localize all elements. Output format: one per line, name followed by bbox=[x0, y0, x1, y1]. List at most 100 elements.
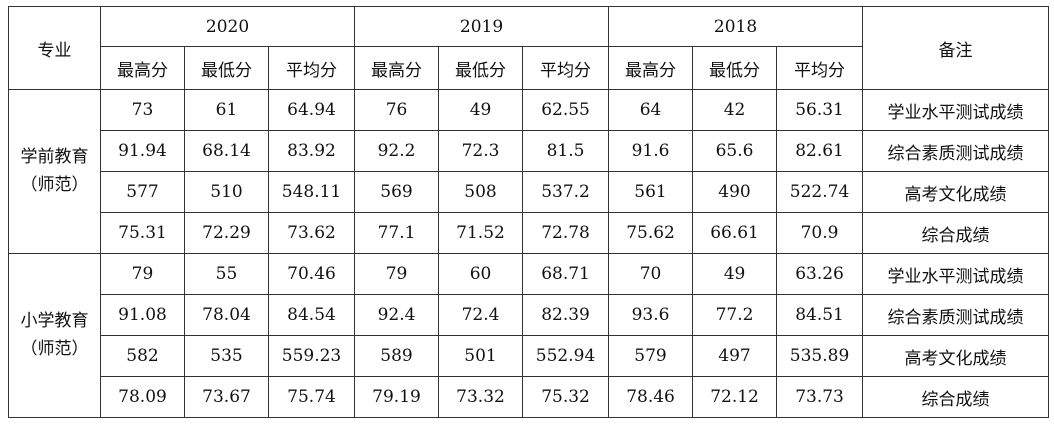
score-cell: 490 bbox=[692, 171, 778, 213]
table-row: 75.31 72.29 73.62 77.1 71.52 72.78 75.62 66.61 7… bbox=[9, 212, 1050, 254]
score-cell: 56.31 bbox=[776, 89, 864, 131]
note-cell: 学业水平测试成绩 bbox=[862, 253, 1050, 295]
score-cell: 63.26 bbox=[776, 253, 864, 295]
table-row: 学前教育 （师范） 73 61 64.94 76 49 62.55 64 42 56.31 学业水平测… bbox=[8, 89, 1050, 254]
score-cell: 49 bbox=[692, 253, 778, 295]
header-major: 专业 bbox=[8, 6, 101, 90]
score-cell: 62.55 bbox=[522, 89, 610, 131]
score-cell: 73.32 bbox=[438, 376, 524, 418]
score-cell: 61 bbox=[184, 89, 269, 131]
score-cell: 72.29 bbox=[184, 212, 269, 254]
score-cell: 577 bbox=[100, 171, 185, 213]
note-cell: 综合素质测试成绩 bbox=[862, 130, 1050, 172]
score-cell: 535 bbox=[184, 335, 269, 377]
score-cell: 73.73 bbox=[776, 376, 864, 418]
score-cell: 75.32 bbox=[522, 376, 610, 418]
score-cell: 64.94 bbox=[267, 89, 356, 131]
score-cell: 508 bbox=[438, 171, 524, 213]
score-cell: 68.71 bbox=[522, 253, 610, 295]
score-cell: 70.46 bbox=[267, 253, 356, 295]
score-cell: 72.4 bbox=[438, 294, 524, 336]
major-type: （师范） bbox=[20, 174, 89, 195]
note-cell: 学业水平测试成绩 bbox=[862, 89, 1050, 131]
table-row: 78.09 73.67 75.74 79.19 73.32 75.32 78.46 72.12… bbox=[9, 376, 1050, 418]
header-row-subcols: 最高分 最低分 平均分 最高分 最低分 平均分 最高分 最低分 平均分 bbox=[9, 46, 1049, 90]
score-cell: 79.19 bbox=[354, 376, 440, 418]
note-cell: 高考文化成绩 bbox=[862, 335, 1050, 377]
note-cell: 高考文化成绩 bbox=[862, 171, 1050, 213]
score-cell: 60 bbox=[438, 253, 524, 295]
header-note: 备注 bbox=[862, 6, 1050, 90]
score-cell: 64 bbox=[608, 89, 694, 131]
score-cell: 78.09 bbox=[100, 376, 185, 418]
table-row: 91.94 68.14 83.92 92.2 72.3 81.5 91.6 65.6 82.61… bbox=[9, 130, 1050, 172]
score-cell: 83.92 bbox=[267, 130, 356, 172]
score-cell: 75.74 bbox=[267, 376, 356, 418]
score-cell: 92.4 bbox=[354, 294, 440, 336]
score-cell: 76 bbox=[354, 89, 440, 131]
score-cell: 82.39 bbox=[522, 294, 610, 336]
score-cell: 589 bbox=[354, 335, 440, 377]
score-cell: 72.12 bbox=[692, 376, 778, 418]
score-cell: 79 bbox=[100, 253, 185, 295]
score-cell: 535.89 bbox=[776, 335, 864, 377]
header-row-years: 专业 2020 2019 2018 备注 bbox=[8, 6, 1050, 90]
note-cell: 综合素质测试成绩 bbox=[862, 294, 1050, 336]
score-cell: 70.9 bbox=[776, 212, 864, 254]
table-row: 582 535 559.23 589 501 552.94 579 497 535.89 高考文化… bbox=[9, 335, 1050, 377]
score-cell: 569 bbox=[354, 171, 440, 213]
header-year-2018: 2018 bbox=[608, 6, 864, 47]
score-cell: 42 bbox=[692, 89, 778, 131]
score-cell: 497 bbox=[692, 335, 778, 377]
score-cell: 537.2 bbox=[522, 171, 610, 213]
score-cell: 73.62 bbox=[267, 212, 356, 254]
score-cell: 73 bbox=[100, 89, 185, 131]
score-cell: 510 bbox=[184, 171, 269, 213]
score-cell: 93.6 bbox=[608, 294, 694, 336]
header-min-2020: 最低分 bbox=[184, 46, 269, 90]
score-cell: 91.94 bbox=[100, 130, 185, 172]
score-cell: 77.2 bbox=[692, 294, 778, 336]
score-cell: 49 bbox=[438, 89, 524, 131]
note-cell: 综合成绩 bbox=[862, 376, 1050, 418]
score-cell: 561 bbox=[608, 171, 694, 213]
score-cell: 84.54 bbox=[267, 294, 356, 336]
score-cell: 84.51 bbox=[776, 294, 864, 336]
score-cell: 579 bbox=[608, 335, 694, 377]
header-year-2020: 2020 bbox=[99, 6, 356, 47]
score-table: 专业 2020 2019 2018 备注 最高分 最低分 平均分 最高分 最低分… bbox=[8, 6, 1050, 418]
score-cell: 78.04 bbox=[184, 294, 269, 336]
score-cell: 65.6 bbox=[692, 130, 778, 172]
score-cell: 72.78 bbox=[522, 212, 610, 254]
table-row: 91.08 78.04 84.54 92.4 72.4 82.39 93.6 77.2 84.5… bbox=[9, 294, 1050, 336]
score-cell: 522.74 bbox=[776, 171, 864, 213]
header-max-2018: 最高分 bbox=[608, 46, 694, 90]
score-cell: 559.23 bbox=[267, 335, 356, 377]
score-cell: 92.2 bbox=[354, 130, 440, 172]
score-cell: 79 bbox=[354, 253, 440, 295]
header-avg-2018: 平均分 bbox=[776, 46, 864, 90]
score-cell: 81.5 bbox=[522, 130, 610, 172]
header-avg-2019: 平均分 bbox=[522, 46, 610, 90]
header-min-2019: 最低分 bbox=[438, 46, 524, 90]
score-cell: 66.61 bbox=[692, 212, 778, 254]
score-cell: 548.11 bbox=[267, 171, 356, 213]
score-cell: 91.6 bbox=[608, 130, 694, 172]
major-cell: 小学教育 （师范） bbox=[8, 253, 101, 418]
header-year-2019: 2019 bbox=[354, 6, 610, 47]
score-cell: 73.67 bbox=[184, 376, 269, 418]
score-cell: 70 bbox=[608, 253, 694, 295]
table-row: 577 510 548.11 569 508 537.2 561 490 522.74 高考文化成… bbox=[9, 171, 1050, 213]
major-type: （师范） bbox=[20, 338, 89, 359]
score-cell: 582 bbox=[100, 335, 185, 377]
score-cell: 78.46 bbox=[608, 376, 694, 418]
header-max-2020: 最高分 bbox=[100, 46, 185, 90]
score-cell: 75.62 bbox=[608, 212, 694, 254]
table-row: 小学教育 （师范） 79 55 70.46 79 60 68.71 70 49 63.26 学业水平测… bbox=[8, 253, 1050, 418]
score-cell: 552.94 bbox=[522, 335, 610, 377]
header-min-2018: 最低分 bbox=[692, 46, 778, 90]
score-cell: 72.3 bbox=[438, 130, 524, 172]
score-cell: 68.14 bbox=[184, 130, 269, 172]
score-cell: 55 bbox=[184, 253, 269, 295]
header-avg-2020: 平均分 bbox=[267, 46, 356, 90]
